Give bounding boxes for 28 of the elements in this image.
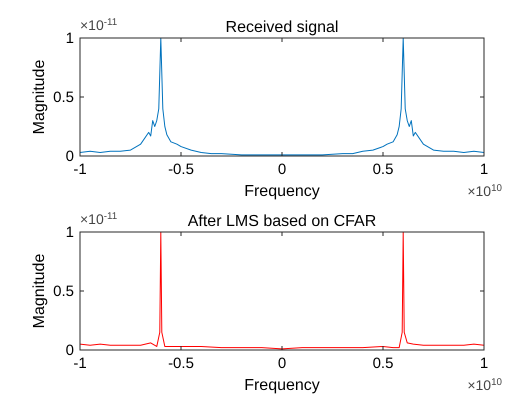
y-tick-label: 0 [66, 342, 74, 359]
line-series [80, 232, 484, 350]
x-tick-label: 1 [480, 161, 488, 178]
text: ×10$^{10}$ [467, 182, 503, 199]
y-axis-title: Magnitude [31, 60, 48, 134]
y-tick-label: 1 [66, 224, 74, 241]
x-tick-label: 1 [480, 355, 488, 372]
line-series [80, 38, 484, 156]
x-tick-label: -1 [73, 161, 87, 178]
text: ×10$^{10}$ [467, 376, 503, 393]
x-axis-title: Frequency [244, 183, 320, 200]
y-tick-label: 0.5 [53, 283, 74, 300]
x-tick-label: -0.5 [168, 355, 194, 372]
y-tick-label: 0.5 [53, 89, 74, 106]
chart-title: Received signal [226, 19, 338, 36]
text: ×10$^{-11}$ [80, 16, 118, 33]
y-tick-label: 0 [66, 148, 74, 165]
y-axis-title: Magnitude [31, 254, 48, 328]
chart-title: After LMS based on CFAR [188, 213, 376, 230]
x-tick-label: 0 [278, 161, 286, 178]
x-tick-label: 0.5 [372, 355, 394, 372]
y-tick-label: 1 [66, 30, 74, 47]
x-tick-label: 0.5 [372, 161, 394, 178]
x-tick-label: -0.5 [168, 161, 194, 178]
text: ×10$^{-11}$ [80, 210, 118, 227]
x-tick-label: -1 [73, 355, 87, 372]
x-tick-label: 0 [278, 355, 286, 372]
x-axis-title: Frequency [244, 377, 320, 394]
